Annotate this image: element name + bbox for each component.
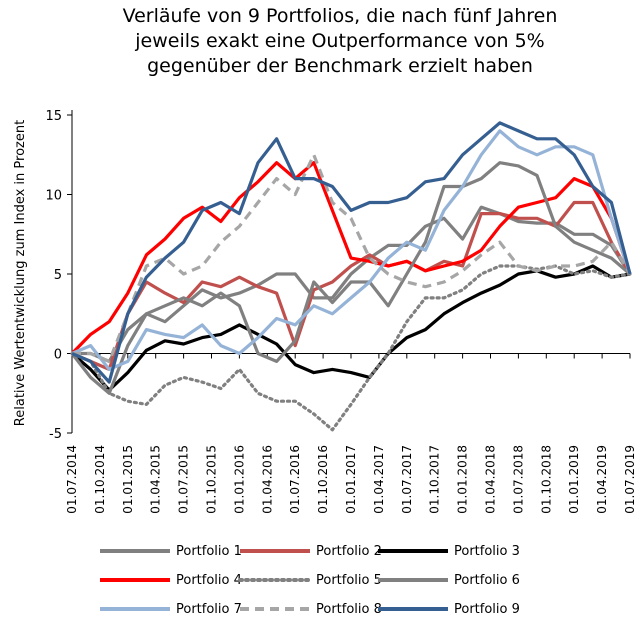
x-tick-label: 01.07.2014 <box>65 445 79 514</box>
x-tick-label: 01.01.2015 <box>121 445 135 514</box>
y-tick-label: 15 <box>45 109 62 124</box>
legend-label-portfolio-9: Portfolio 9 <box>454 602 520 617</box>
legend-label-portfolio-7: Portfolio 7 <box>176 602 242 617</box>
chart-title: Verläufe von 9 Portfolios, die nach fünf… <box>40 4 640 79</box>
legend-label-portfolio-5: Portfolio 5 <box>316 573 382 588</box>
series-line-portfolio-2 <box>71 200 632 371</box>
x-tick-label: 01.01.2016 <box>232 445 246 514</box>
series-line-portfolio-7 <box>71 129 632 371</box>
x-tick-label: 01.01.2018 <box>456 445 470 514</box>
legend-label-portfolio-4: Portfolio 4 <box>176 573 242 588</box>
x-tick-label: 01.07.2015 <box>177 445 191 514</box>
x-tick-label: 01.07.2019 <box>623 445 637 514</box>
x-tick-label: 01.10.2018 <box>539 445 553 514</box>
x-tick-label: 01.04.2019 <box>595 445 609 514</box>
title-line-3: gegenüber der Benchmark erzielt haben <box>147 55 533 77</box>
x-tick-label: 01.07.2017 <box>400 445 414 514</box>
title-line-1: Verläufe von 9 Portfolios, die nach fünf… <box>122 5 558 27</box>
x-tick-label: 01.07.2018 <box>511 445 525 514</box>
legend-label-portfolio-3: Portfolio 3 <box>454 544 520 559</box>
y-tick-label: -5 <box>49 427 62 442</box>
x-tick-label: 01.10.2014 <box>93 445 107 514</box>
x-tick-label: 01.01.2019 <box>567 445 581 514</box>
x-tick-label: 01.04.2018 <box>484 445 498 514</box>
legend-label-portfolio-8: Portfolio 8 <box>316 602 382 617</box>
x-tick-label: 01.01.2017 <box>344 445 358 514</box>
x-tick-label: 01.10.2015 <box>205 445 219 514</box>
series-line-portfolio-4 <box>70 161 632 355</box>
x-tick-label: 01.04.2017 <box>372 445 386 514</box>
x-tick-label: 01.04.2015 <box>149 445 163 514</box>
axes: -5 0 5 10 15 01.07.2014 01.10.2014 01.01.2015 01… <box>45 109 637 514</box>
y-axis-label: Relative Wertentwicklung zum Index in Pr… <box>13 120 28 426</box>
x-tick-label: 01.10.2017 <box>428 445 442 514</box>
series-line-portfolio-3 <box>70 264 631 392</box>
series-lines <box>70 121 632 432</box>
x-tick-label: 01.04.2016 <box>260 445 274 514</box>
x-tick-label: 01.10.2016 <box>316 445 330 514</box>
y-tick-label: 10 <box>45 189 62 204</box>
series-line-portfolio-9 <box>71 121 632 384</box>
series-line-portfolio-8 <box>72 153 632 363</box>
legend-label-portfolio-1: Portfolio 1 <box>176 544 242 559</box>
y-tick-label: 0 <box>54 348 62 363</box>
series-line-portfolio-5 <box>70 264 632 432</box>
y-tick-label: 5 <box>54 268 62 283</box>
series-line-portfolio-1 <box>72 205 632 363</box>
legend-label-portfolio-2: Portfolio 2 <box>316 544 382 559</box>
x-tick-label: 01.07.2016 <box>288 445 302 514</box>
legend: Portfolio 1 Portfolio 2 Portfolio 3 Portfol… <box>100 544 520 617</box>
legend-label-portfolio-6: Portfolio 6 <box>454 573 520 588</box>
title-line-2: jeweils exakt eine Outperformance von 5% <box>135 30 545 52</box>
series-line-portfolio-6 <box>70 161 632 395</box>
